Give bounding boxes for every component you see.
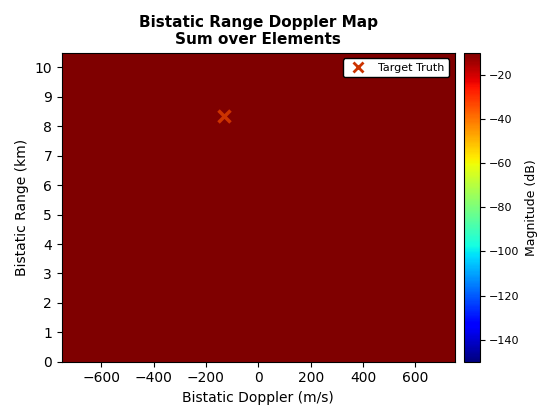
X-axis label: Bistatic Doppler (m/s): Bistatic Doppler (m/s) [183, 391, 334, 405]
Title: Bistatic Range Doppler Map
Sum over Elements: Bistatic Range Doppler Map Sum over Elem… [139, 15, 378, 47]
Y-axis label: Bistatic Range (km): Bistatic Range (km) [15, 139, 29, 276]
Y-axis label: Magnitude (dB): Magnitude (dB) [525, 159, 538, 256]
Legend: Target Truth: Target Truth [343, 58, 449, 77]
